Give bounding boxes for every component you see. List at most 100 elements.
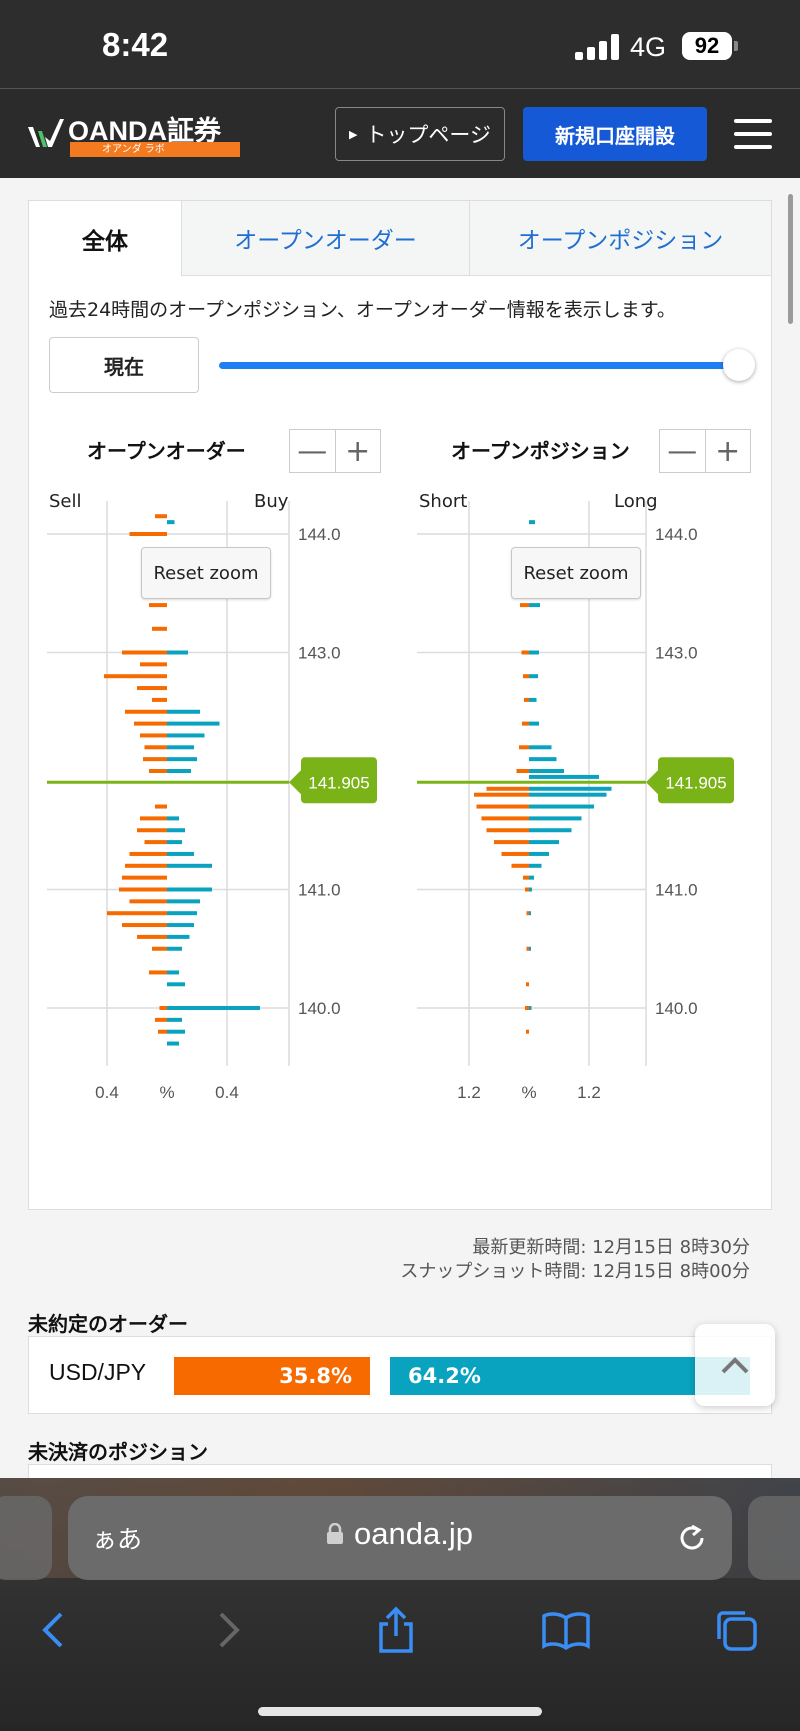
hamburger-menu-icon[interactable]: [734, 119, 772, 149]
chart-bar: [122, 875, 167, 880]
chart-bar: [529, 769, 564, 773]
chart-bar: [155, 1017, 167, 1022]
address-bar[interactable]: ぁあ oanda.jp: [68, 1496, 732, 1580]
chart-bar: [167, 816, 179, 821]
orders-zoom-in-button[interactable]: +: [345, 433, 371, 469]
chart-bar: [167, 1029, 185, 1034]
status-bar: 8:42 4G 92: [0, 0, 800, 88]
chart-bar: [167, 899, 200, 904]
top-page-label: トップページ: [365, 123, 492, 147]
reload-icon[interactable]: [674, 1520, 710, 1556]
now-button[interactable]: 現在: [49, 337, 199, 393]
chart-bar: [152, 626, 167, 631]
tab-open-positions[interactable]: オープンポジション: [469, 201, 771, 276]
signal-icon: [575, 34, 619, 60]
chart-bar: [167, 520, 175, 525]
previous-tab-preview[interactable]: [0, 1496, 52, 1580]
chart-bar: [167, 923, 194, 928]
chart-bar: [167, 709, 200, 714]
tab-overall[interactable]: 全体: [29, 201, 181, 276]
url-display: oanda.jp: [326, 1516, 473, 1552]
chart-bar: [129, 851, 167, 856]
page-scrollbar[interactable]: [788, 194, 793, 324]
back-icon[interactable]: [24, 1600, 84, 1660]
price-tick-label: 143.0: [298, 644, 341, 663]
chart-bar: [529, 603, 540, 608]
open-account-button[interactable]: 新規口座開設: [523, 107, 707, 161]
order-book-card: 全体 オープンオーダー オープンポジション 過去24時間のオープンポジション、オ…: [28, 200, 772, 1210]
chart-bar: [526, 946, 529, 951]
chart-bar: [486, 786, 529, 791]
chart-bar: [516, 769, 529, 773]
sell-ratio-bar: 35.8%: [174, 1357, 370, 1395]
top-page-button[interactable]: ▶ トップページ: [335, 107, 505, 161]
bookmarks-icon[interactable]: [536, 1600, 596, 1660]
logo[interactable]: OANDA証券 オアンダ ラボ: [26, 109, 240, 159]
chart-bar: [129, 532, 167, 536]
price-tick-label: 141.0: [298, 881, 341, 900]
chart-bar: [104, 674, 167, 679]
chart-bar: [501, 851, 529, 856]
time-slider[interactable]: [219, 362, 739, 369]
url-text: oanda.jp: [354, 1516, 473, 1551]
next-tab-preview[interactable]: [748, 1496, 800, 1580]
chart-bar: [519, 745, 529, 750]
chart-bar: [529, 792, 607, 797]
forward-icon[interactable]: [198, 1600, 258, 1660]
home-indicator: [258, 1707, 542, 1716]
triangle-right-icon: ▶: [348, 127, 358, 141]
chart-bar: [523, 875, 529, 880]
x-tick-label: 0.4: [95, 1083, 119, 1101]
chart-bar: [167, 982, 185, 987]
price-tick-label: 143.0: [655, 644, 698, 663]
tab-open-orders[interactable]: オープンオーダー: [181, 201, 469, 276]
x-tick-label: 1.2: [577, 1083, 601, 1101]
chart-bar: [167, 828, 185, 833]
share-icon[interactable]: [366, 1600, 426, 1660]
orders-zoom-out-button[interactable]: —: [290, 430, 336, 472]
x-tick-label: 1.2: [457, 1083, 481, 1101]
chart-bar: [167, 757, 197, 762]
chart-bar: [476, 804, 529, 809]
orders-reset-zoom-button[interactable]: Reset zoom: [141, 547, 271, 599]
chart-bar: [152, 946, 167, 951]
chart-bar: [529, 774, 599, 779]
current-price-label: 141.905: [665, 773, 726, 792]
chart-bar: [167, 745, 194, 750]
chart-bar: [143, 757, 167, 762]
chart-bar: [529, 697, 537, 702]
positions-panel-title: オープンポジション: [451, 439, 630, 463]
orders-chart[interactable]: 144.0 143.0 141.0 140.0 141.905 0.4% 0.4: [29, 501, 389, 1101]
logo-text: OANDA証券: [68, 116, 221, 146]
reader-options-button[interactable]: ぁあ: [92, 1525, 143, 1554]
chart-bar: [140, 816, 167, 821]
tabs-icon[interactable]: [706, 1600, 766, 1660]
chart-bar: [155, 804, 167, 809]
chart-bar: [523, 674, 529, 679]
x-tick-label: %: [159, 1083, 174, 1101]
chart-bar: [486, 828, 529, 833]
chart-bar: [140, 733, 167, 738]
positions-zoom-out-button[interactable]: —: [660, 430, 706, 472]
price-tick-label: 144.0: [655, 525, 698, 544]
chart-bar: [119, 887, 167, 892]
chart-bar: [137, 686, 167, 691]
slider-thumb[interactable]: [723, 349, 755, 381]
chart-bar: [526, 982, 529, 987]
pending-orders-title: 未約定のオーダー: [28, 1312, 188, 1336]
positions-reset-zoom-button[interactable]: Reset zoom: [511, 547, 641, 599]
scroll-to-top-button[interactable]: [695, 1324, 775, 1406]
chart-bar: [149, 769, 167, 773]
chart-bar: [525, 887, 529, 892]
chart-bar: [122, 650, 167, 655]
chart-bar: [526, 911, 529, 916]
buy-label: Buy: [254, 491, 289, 512]
chart-bar: [144, 745, 167, 750]
chart-bar: [167, 887, 212, 892]
positions-zoom-in-button[interactable]: +: [715, 433, 741, 469]
currency-pair: USD/JPY: [49, 1359, 147, 1385]
battery-tip: [734, 41, 738, 51]
chart-bar: [529, 851, 549, 856]
chart-bar: [474, 792, 529, 797]
sell-label: Sell: [49, 491, 82, 512]
